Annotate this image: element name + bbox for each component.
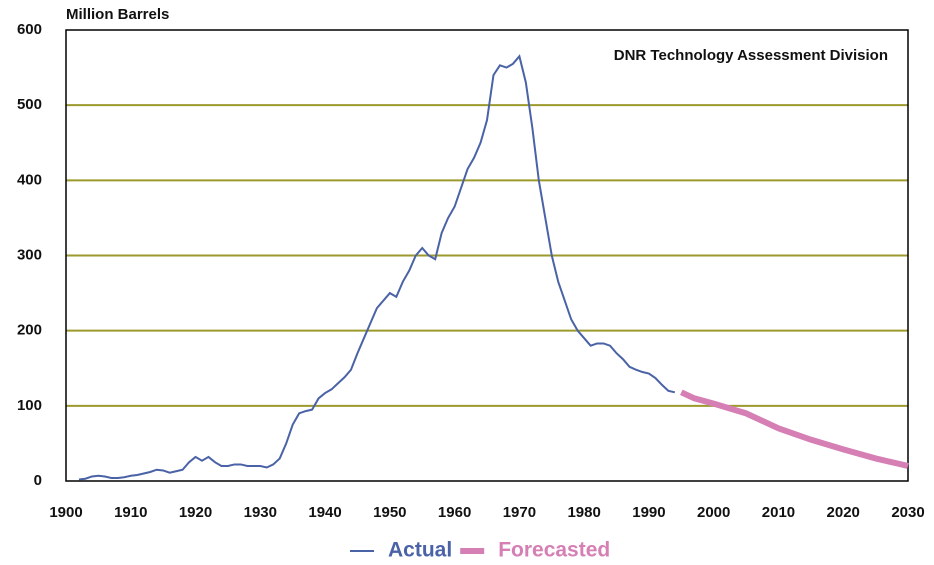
x-tick-label: 1940 [308, 504, 341, 521]
y-tick-label: 100 [17, 397, 42, 414]
x-tick-label: 1910 [114, 504, 147, 521]
plot-frame [65, 29, 909, 482]
x-tick-label: 1960 [438, 504, 471, 521]
x-tick-label: 2020 [827, 504, 860, 521]
y-axis-label: Million Barrels [66, 6, 169, 23]
line-series [78, 54, 676, 481]
y-tick-label: 0 [34, 472, 42, 489]
x-tick-label: 1990 [632, 504, 665, 521]
y-tick-label: 500 [17, 96, 42, 113]
x-tick-label: 1900 [49, 504, 82, 521]
x-tick-label: 1950 [373, 504, 406, 521]
annotation: DNR Technology Assessment Division [614, 47, 888, 64]
x-tick-label: 2000 [697, 504, 730, 521]
legend-label: Forecasted [498, 539, 610, 562]
x-tick-label: 1980 [567, 504, 600, 521]
x-tick-label: 1970 [503, 504, 536, 521]
x-tick-label: 1930 [244, 504, 277, 521]
x-tick-label: 1920 [179, 504, 212, 521]
y-tick-label: 300 [17, 246, 42, 263]
y-tick-label: 200 [17, 322, 42, 339]
legend-label: Actual [388, 539, 452, 562]
y-tick-label: 400 [17, 171, 42, 188]
x-tick-label: 2030 [891, 504, 924, 521]
y-tick-label: 600 [17, 21, 42, 38]
x-tick-label: 2010 [762, 504, 795, 521]
line-series [680, 389, 909, 469]
